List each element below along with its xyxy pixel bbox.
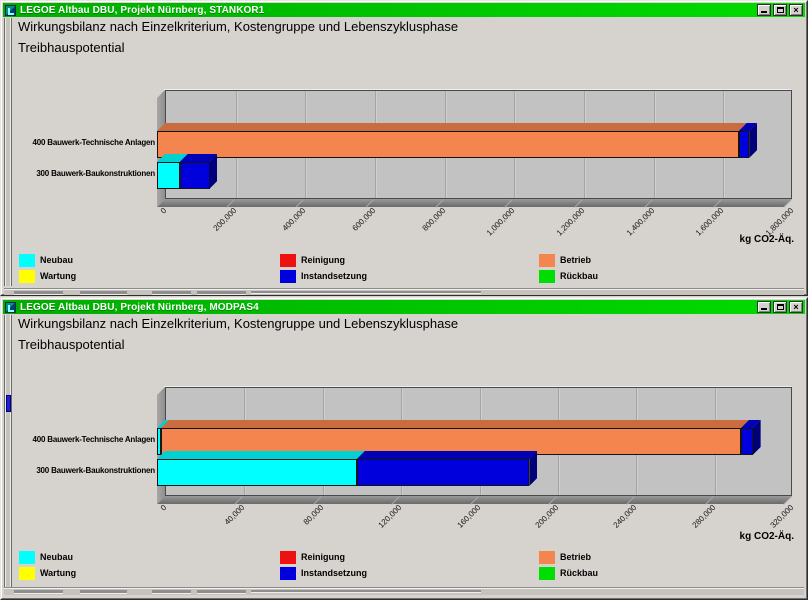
- minimize-button[interactable]: [757, 301, 771, 313]
- close-icon: ×: [793, 302, 799, 312]
- bar-segment-top: [157, 451, 365, 459]
- axis-unit-label: kg CO2-Äq.: [739, 531, 794, 542]
- legend-swatch: [19, 551, 35, 564]
- bar-segment: [157, 428, 161, 455]
- bar-end-cap: [749, 123, 758, 158]
- bar-segment: [157, 459, 357, 486]
- plot-floor: [157, 199, 792, 207]
- legend-label: Neubau: [40, 255, 74, 265]
- bar-end-cap: [209, 154, 218, 189]
- window-title: LEGOE Altbau DBU, Projekt Nürnberg, MODP…: [20, 301, 259, 313]
- legend-label: Reinigung: [301, 552, 345, 562]
- bar-segment-top: [157, 154, 188, 162]
- category-label: 300 Bauwerk-Baukonstruktionen: [36, 169, 155, 178]
- titlebar[interactable]: LEGOE Altbau DBU, Projekt Nürnberg, MODP…: [3, 300, 805, 314]
- scrollbar-thumb[interactable]: [6, 395, 11, 412]
- close-icon: ×: [793, 5, 799, 15]
- minimize-button[interactable]: [757, 4, 771, 16]
- bar-segment-top: [179, 154, 218, 162]
- bar-segment: [160, 428, 741, 455]
- legend-swatch: [19, 254, 35, 267]
- minimize-icon: [761, 308, 767, 310]
- maximize-button[interactable]: [773, 301, 787, 313]
- legend-label: Rückbau: [560, 271, 599, 281]
- maximize-icon: [777, 304, 784, 310]
- legend-label: Wartung: [40, 271, 77, 281]
- chart-legend: Neubau Wartung Reinigung Instandsetzung Betr…: [2, 254, 806, 286]
- category-label: 400 Bauwerk-Technische Anlagen: [32, 435, 156, 444]
- close-button[interactable]: ×: [789, 4, 803, 16]
- bar-end-cap: [752, 420, 761, 455]
- bar-segment: [157, 131, 739, 158]
- bar-segment-top: [157, 420, 169, 428]
- bar-segment: [179, 162, 210, 189]
- window-stankor1: LEGOE Altbau DBU, Projekt Nürnberg, STAN…: [0, 0, 808, 296]
- category-label: 400 Bauwerk-Technische Anlagen: [32, 138, 156, 147]
- legend-swatch: [539, 567, 555, 580]
- bar-segment-top: [738, 123, 758, 131]
- legend-swatch: [280, 567, 296, 580]
- legend-swatch: [539, 254, 555, 267]
- chart-title: Wirkungsbilanz nach Einzelkriterium, Kos…: [18, 19, 459, 34]
- bar-segment-top: [157, 123, 747, 131]
- legend-swatch: [280, 270, 296, 283]
- legoe-app-icon: [5, 4, 16, 16]
- chart-plot-area: 0 40,000 80,000 120,000 160,000 200,000 240,00…: [2, 299, 806, 598]
- bar-end-cap: [529, 451, 538, 486]
- bar-segment-top: [160, 420, 749, 428]
- category-label: 300 Bauwerk-Baukonstruktionen: [36, 466, 155, 475]
- window-modpas4: LEGOE Altbau DBU, Projekt Nürnberg, MODP…: [0, 297, 808, 600]
- axis-unit-label: kg CO2-Äq.: [739, 234, 794, 245]
- legend-label: Instandsetzung: [301, 271, 368, 281]
- chart-title: Wirkungsbilanz nach Einzelkriterium, Kos…: [18, 316, 459, 331]
- legend-label: Rückbau: [560, 568, 599, 578]
- legend-swatch: [539, 551, 555, 564]
- bar-segment: [356, 459, 529, 486]
- close-button[interactable]: ×: [789, 301, 803, 313]
- legend-swatch: [19, 567, 35, 580]
- legend-label: Betrieb: [560, 255, 592, 265]
- legoe-app-icon: [5, 301, 16, 313]
- bar-segment-top: [356, 451, 538, 459]
- legend-swatch: [539, 270, 555, 283]
- left-scrollbar[interactable]: [4, 315, 12, 590]
- chart-legend: Neubau Wartung Reinigung Instandsetzung Betr…: [2, 551, 806, 583]
- status-strip: [4, 288, 804, 295]
- legend-label: Betrieb: [560, 552, 592, 562]
- chart-plot-area: 0 200,000 400,000 600,000 800,000 1,000,000 1,…: [2, 2, 806, 294]
- left-scrollbar[interactable]: [4, 18, 12, 286]
- legend-swatch: [280, 254, 296, 267]
- maximize-icon: [777, 7, 784, 13]
- legend-swatch: [19, 270, 35, 283]
- bar-segment: [738, 131, 749, 158]
- bar-segment-top: [740, 420, 761, 428]
- minimize-icon: [761, 11, 767, 13]
- legend-swatch: [280, 551, 296, 564]
- legend-label: Neubau: [40, 552, 74, 562]
- maximize-button[interactable]: [773, 4, 787, 16]
- legend-label: Instandsetzung: [301, 568, 368, 578]
- bar-segment: [740, 428, 753, 455]
- legend-label: Reinigung: [301, 255, 345, 265]
- status-strip: [4, 587, 804, 595]
- bar-segment: [157, 162, 180, 189]
- chart-subtitle: Treibhauspotential: [18, 337, 125, 352]
- titlebar[interactable]: LEGOE Altbau DBU, Projekt Nürnberg, STAN…: [3, 3, 805, 17]
- window-title: LEGOE Altbau DBU, Projekt Nürnberg, STAN…: [20, 4, 265, 16]
- chart-subtitle: Treibhauspotential: [18, 40, 125, 55]
- legend-label: Wartung: [40, 568, 77, 578]
